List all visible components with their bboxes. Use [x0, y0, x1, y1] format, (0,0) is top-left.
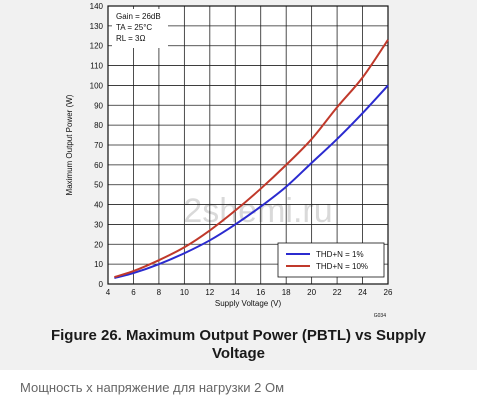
y-tick-label: 40 — [94, 201, 103, 210]
y-tick-label: 10 — [94, 260, 103, 269]
image-caption: Мощность х напряжение для нагрузки 2 Ом — [20, 380, 285, 395]
series-line-1 — [114, 84, 389, 280]
y-tick-label: 30 — [94, 220, 103, 229]
y-tick-label: 100 — [90, 81, 104, 90]
y-tick-label: 50 — [94, 181, 103, 190]
series-line-2 — [114, 39, 389, 279]
y-tick-label: 90 — [94, 101, 103, 110]
y-tick-label: 120 — [90, 42, 104, 51]
legend-label: THD+N = 1% — [316, 250, 364, 259]
plot-border — [107, 5, 389, 285]
x-tick-label: 22 — [333, 288, 342, 297]
annotation-text: TA = 25°C — [116, 23, 152, 32]
x-axis-title: Supply Voltage (V) — [215, 299, 282, 308]
x-tick-label: 6 — [131, 288, 136, 297]
x-tick-label: 18 — [282, 288, 291, 297]
figure-caption-line-1: Figure 26. Maximum Output Power (PBTL) v… — [50, 327, 427, 344]
y-tick-label: 130 — [90, 22, 104, 31]
y-tick-label: 80 — [94, 121, 103, 130]
watermark-text: 2shemi.ru — [183, 192, 332, 230]
x-tick-label: 8 — [157, 288, 162, 297]
y-axis-title: Maximum Output Power (W) — [65, 94, 74, 195]
y-tick-label: 140 — [90, 2, 104, 11]
y-tick-label: 20 — [94, 240, 103, 249]
x-tick-label: 4 — [106, 288, 111, 297]
x-tick-label: 16 — [256, 288, 265, 297]
x-tick-label: 20 — [307, 288, 316, 297]
y-tick-label: 110 — [90, 62, 103, 71]
x-tick-label: 14 — [231, 288, 240, 297]
annotation-box — [112, 9, 168, 48]
figure-caption: Figure 26. Maximum Output Power (PBTL) v… — [10, 327, 467, 363]
x-tick-label: 24 — [358, 288, 367, 297]
figure-caption-line-2: Voltage — [211, 345, 266, 362]
y-tick-label: 0 — [99, 280, 104, 289]
legend-label: THD+N = 10% — [316, 262, 368, 271]
legend-box — [277, 242, 385, 278]
y-tick-label: 60 — [94, 161, 103, 170]
x-tick-label: 12 — [205, 288, 214, 297]
annotation-text: RL = 3Ω — [116, 34, 145, 43]
chart: 2shemi.ru 0 10 20 30 40 50 60 70 80 90 100 110 120 130… — [65, 2, 393, 319]
code-label: G034 — [374, 313, 386, 319]
x-tick-label: 26 — [384, 288, 393, 297]
x-tick-label: 10 — [180, 288, 189, 297]
annotation-text: Gain = 26dB — [116, 12, 161, 21]
y-tick-label: 70 — [94, 141, 103, 150]
